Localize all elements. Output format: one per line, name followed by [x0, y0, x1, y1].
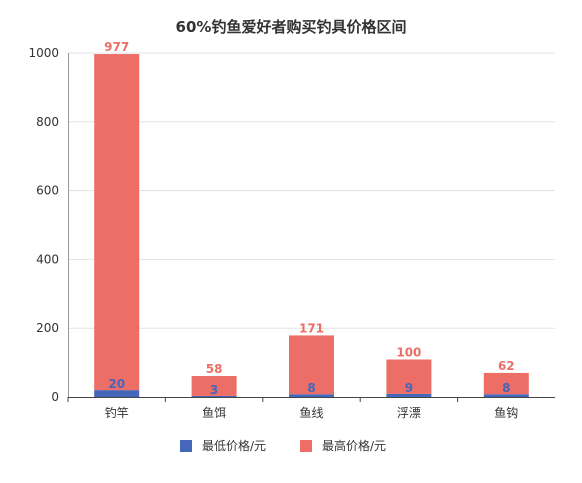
data-labels: 20 977 3 58 8 171 9 100 8 62	[104, 40, 514, 397]
legend: 最低价格/元 最高价格/元	[180, 438, 386, 453]
data-label-min: 8	[502, 381, 510, 395]
bar-min-3	[386, 393, 432, 397]
bar-max-4	[483, 372, 529, 395]
data-label-max: 100	[396, 346, 421, 360]
data-label-min: 3	[210, 383, 218, 397]
gridlines	[68, 52, 555, 329]
x-tick-label: 钓竿	[105, 405, 129, 420]
axes: 0 200 400 600 800 1000 钓竿 鱼饵 鱼线 浮漂 鱼钩	[28, 46, 555, 420]
data-label-max: 62	[498, 359, 515, 373]
data-label-max: 171	[299, 321, 324, 335]
bars	[94, 54, 529, 397]
legend-label: 最低价格/元	[202, 438, 266, 453]
bar-min-4	[483, 394, 529, 397]
bar-min-0	[94, 390, 140, 397]
bar-max-2	[289, 335, 334, 395]
y-tick-label: 0	[51, 390, 59, 404]
chart-title: 60%钓鱼爱好者购买钓具价格区间	[176, 18, 407, 36]
x-tick-label: 鱼线	[299, 406, 323, 420]
legend-swatch	[300, 440, 312, 452]
y-tick-label: 800	[36, 115, 59, 129]
x-tick-label: 鱼饵	[202, 406, 226, 420]
bar-max-3	[386, 359, 432, 394]
data-label-max: 977	[104, 40, 129, 54]
x-tick-label: 鱼钩	[494, 406, 518, 420]
bar-min-1	[191, 395, 237, 397]
data-label-min: 20	[108, 377, 125, 391]
bar-min-2	[289, 394, 334, 397]
y-tick-label: 600	[36, 184, 59, 198]
bar-max-1	[191, 376, 237, 396]
legend-label: 最高价格/元	[322, 438, 386, 453]
data-label-max: 58	[206, 362, 223, 376]
y-tick-label: 200	[36, 321, 59, 335]
data-label-min: 8	[307, 381, 315, 395]
y-tick-label: 400	[36, 252, 59, 266]
data-label-min: 9	[405, 381, 413, 395]
bar-max-0	[94, 54, 140, 391]
x-tick-label: 浮漂	[397, 406, 421, 420]
y-tick-label: 1000	[28, 46, 59, 60]
legend-swatch	[180, 440, 192, 452]
